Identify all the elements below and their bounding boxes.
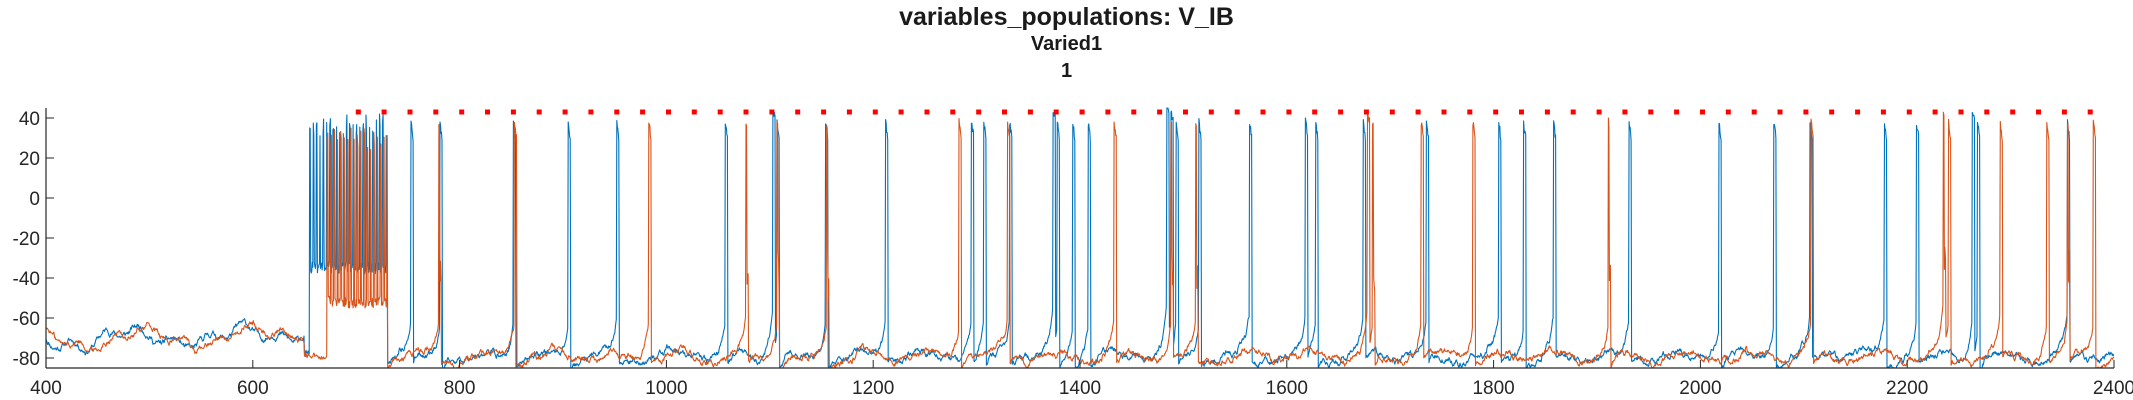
marker-point [1260, 109, 1266, 115]
marker-point [950, 109, 956, 115]
marker-point [1157, 109, 1163, 115]
marker-point [1079, 109, 1085, 115]
marker-layer [355, 109, 2093, 115]
x-tick-label: 600 [237, 378, 269, 399]
marker-point [1131, 109, 1137, 115]
marker-point [1208, 109, 1214, 115]
marker-point [1053, 109, 1059, 115]
marker-point [1570, 109, 1576, 115]
x-tick-label: 1200 [852, 378, 894, 399]
marker-point [846, 109, 852, 115]
y-tick-label: 20 [19, 149, 40, 170]
y-tick-label: -80 [13, 349, 40, 370]
marker-point [1312, 109, 1318, 115]
marker-point [2010, 109, 2016, 115]
marker-point [1183, 109, 1188, 115]
marker-point [1674, 109, 1680, 115]
marker-point [898, 109, 904, 115]
marker-point [1984, 109, 1990, 115]
marker-point [666, 109, 671, 115]
marker-point [459, 109, 465, 115]
marker-point [872, 109, 878, 115]
marker-point [795, 109, 801, 115]
marker-point [1958, 109, 1964, 115]
marker-point [821, 109, 827, 115]
marker-point [1751, 109, 1757, 115]
marker-point [355, 109, 361, 115]
marker-point [588, 109, 594, 115]
marker-point [1441, 109, 1447, 115]
marker-point [1725, 109, 1731, 115]
marker-point [976, 109, 982, 115]
marker-point [1932, 109, 1938, 115]
marker-point [614, 109, 620, 115]
marker-point [1700, 109, 1705, 115]
title-block: variables_populations: V_IB Varied1 1 [0, 4, 2133, 85]
x-tick-label: 1600 [1266, 378, 1308, 399]
marker-point [433, 109, 439, 115]
y-tick-label: 40 [19, 109, 40, 130]
marker-point [1389, 109, 1395, 115]
x-tick-label: 2400 [2093, 378, 2133, 399]
marker-point [1544, 109, 1550, 115]
marker-point [1363, 109, 1369, 115]
marker-point [769, 109, 775, 115]
marker-point [1234, 109, 1240, 115]
marker-point [640, 109, 646, 115]
marker-point [1622, 109, 1628, 115]
marker-point [2087, 109, 2093, 115]
chart-title: variables_populations: V_IB [899, 3, 1234, 31]
marker-point [691, 109, 697, 115]
marker-point [381, 109, 387, 115]
marker-point [1880, 109, 1886, 115]
axes-layer: 400 600 800 1000 1200 1400 1600 1800 2000 2200 240… [13, 108, 2133, 399]
x-tick-label: 1000 [645, 378, 687, 399]
marker-point [1519, 109, 1524, 115]
marker-point [1855, 109, 1861, 115]
marker-point [717, 109, 723, 115]
marker-point [1596, 109, 1602, 115]
marker-point [1338, 109, 1344, 115]
marker-point [1906, 109, 1912, 115]
marker-point [510, 109, 516, 115]
x-tick-label: 400 [30, 378, 62, 399]
marker-point [536, 109, 542, 115]
marker-point [1829, 109, 1835, 115]
x-tick-label: 800 [444, 378, 476, 399]
chart-subtitle: Varied1 [1030, 33, 1103, 55]
series-layer [45, 107, 2115, 369]
marker-point [1803, 109, 1809, 115]
marker-point [1105, 109, 1111, 115]
chart-subtitle-index: 1 [1060, 60, 1073, 82]
marker-point [1777, 109, 1783, 115]
marker-point [407, 109, 413, 115]
marker-point [1467, 109, 1473, 115]
marker-point [1002, 109, 1007, 115]
marker-point [562, 109, 568, 115]
marker-point [743, 109, 749, 115]
marker-point [485, 109, 490, 115]
marker-point [924, 109, 930, 115]
x-tick-label: 2000 [1679, 378, 1721, 399]
marker-point [1415, 109, 1421, 115]
marker-point [2036, 109, 2041, 115]
y-tick-label: -60 [13, 309, 40, 330]
marker-point [1286, 109, 1292, 115]
marker-point [1493, 109, 1499, 115]
x-tick-label: 1400 [1059, 378, 1101, 399]
marker-point [2061, 109, 2067, 115]
marker-point [1648, 109, 1654, 115]
series-line-1 [45, 107, 2115, 369]
x-tick-label: 2200 [1886, 378, 1928, 399]
x-tick-label: 1800 [1472, 378, 1514, 399]
marker-point [1027, 109, 1033, 115]
y-tick-label: -20 [13, 229, 40, 250]
y-tick-label: -40 [13, 269, 40, 290]
y-tick-label: 0 [29, 189, 40, 210]
